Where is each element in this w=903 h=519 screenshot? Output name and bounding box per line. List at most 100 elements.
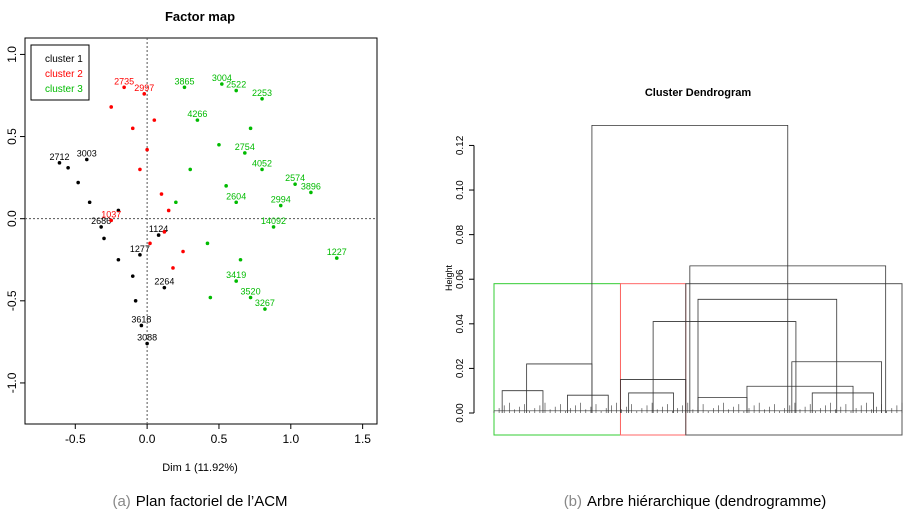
point-label: 3896 [301,181,321,191]
scatter-point-cluster-3 [248,295,253,300]
scatter-point-cluster-3 [208,295,213,300]
point-label: 2253 [252,88,272,98]
point-label: 2994 [271,195,291,205]
point-label: 2686 [91,216,111,226]
scatter-point-cluster-2 [138,167,142,172]
legend-box [30,44,90,101]
factor-map-frame [24,37,378,425]
scatter-point-cluster-1 [87,200,92,205]
y-tick-label: -1.0 [5,372,19,393]
factor-map-ticks: -0.5 0.0 0.5 1.0 1.5 -1.0 -0.5 0.0 0.5 1.0 [5,46,371,446]
caption-a-text: (a) Plan factoriel de l’ACM [112,493,287,510]
scatter-point-cluster-3 [195,118,200,122]
scatter-point-cluster-3 [248,126,253,131]
point-label: 3267 [255,298,275,308]
scatter-point-cluster-3 [309,190,313,195]
factor-map-points: 2712 3003 2686 1277 2264 3618 3088 1124 27352997… [49,73,347,346]
scatter-point-cluster-3 [234,200,238,205]
scatter-point-cluster-1 [57,161,62,165]
scatter-point-cluster-1 [66,165,70,170]
scatter-point-cluster-3 [220,82,224,86]
point-label: 2754 [235,142,255,152]
scatter-point-cluster-2 [148,241,152,246]
x-tick-label: 1.5 [354,432,371,446]
factor-map-title: Factor map [165,9,235,24]
scatter-point-cluster-1 [76,180,80,185]
point-label: 3004 [212,73,232,83]
caption-a-label: Plan factoriel de l’ACM [136,493,288,510]
point-label: 3088 [137,333,157,343]
scatter-point-cluster-1 [138,253,142,257]
scatter-point-cluster-2 [109,218,114,223]
scatter-point-cluster-2 [142,92,147,96]
point-label: 3520 [241,287,261,297]
scatter-point-cluster-1 [156,233,161,237]
scatter-point-cluster-3 [174,200,178,205]
dendrogram-branches [493,124,903,413]
scatter-point-cluster-1 [102,236,106,241]
point-label: 2735 [114,76,134,86]
point-label: 14092 [261,216,286,226]
dendrogram-y-axis: 0.00 0.02 0.04 0.06 0.08 0.10 0.12 [455,135,475,423]
factor-map-xlabel: Dim 1 (11.92%) [162,462,238,474]
scatter-point-cluster-1 [84,157,89,162]
y-tick-label: 0.0 [5,210,19,227]
scatter-point-cluster-1 [139,323,144,328]
scatter-point-cluster-3 [217,142,221,147]
cluster-box-3 [685,283,903,436]
scatter-point-cluster-1 [133,299,138,303]
scatter-point-cluster-3 [271,225,276,229]
dendrogram-ylabel: Height [444,264,454,291]
dendrogram-branch [628,392,674,413]
point-label: 2264 [154,277,174,287]
scatter-point-cluster-3 [260,96,264,101]
scatter-point-cluster-2 [181,249,185,254]
point-label: 3865 [174,76,194,86]
dendrogram-branch [567,394,609,413]
x-tick-label: 1.0 [282,432,299,446]
dendrogram-branch [652,321,797,413]
scatter-point-cluster-1 [116,208,121,213]
dendrogram-branch [811,392,874,413]
y-tick-label: 0.06 [455,269,466,289]
point-label: 3618 [131,314,151,324]
point-label: 2712 [49,152,69,162]
scatter-point-cluster-3 [188,167,193,172]
caption-a-prefix: (a) [112,493,130,510]
point-label: 1037 [101,209,121,219]
caption-b-prefix: (b) [564,493,582,510]
caption-b: (b) Arbre hiérarchique (dendrogramme) [564,493,827,510]
y-tick-label: 1.0 [5,46,19,63]
scatter-point-cluster-2 [130,126,135,131]
dendrogram-branch [591,124,789,413]
scatter-point-cluster-1 [145,341,149,346]
point-label: 2522 [226,80,246,90]
dendrogram-chart: Cluster Dendrogram Height 0.000.020.040.… [444,87,903,436]
legend-entry-cluster-3: cluster 3 [45,84,83,95]
scatter-point-cluster-3 [234,88,238,93]
legend-entry-cluster-1: cluster 1 [45,54,83,65]
dendrogram-branch [791,361,882,413]
scatter-point-cluster-3 [293,182,297,186]
dendrogram-title: Cluster Dendrogram [645,87,752,99]
point-label: 2997 [134,83,154,93]
point-label: 2604 [226,191,246,201]
point-label: 1277 [130,244,150,254]
point-label: 4052 [252,158,272,168]
scatter-point-cluster-2 [109,105,114,109]
dendrogram-branch [689,265,887,413]
scatter-point-cluster-2 [166,208,171,213]
scatter-point-cluster-1 [99,225,103,229]
dendrogram-branch [697,298,838,413]
caption-b-text: (b) Arbre hiérarchique (dendrogramme) [564,493,827,510]
scatter-point-cluster-3 [205,241,210,246]
point-label: 2574 [285,173,305,183]
caption-a: (a) Plan factoriel de l’ACM [112,493,287,510]
point-label: 4266 [187,109,207,119]
point-label: 3419 [226,270,246,280]
factor-map-reference-lines [25,38,377,424]
x-tick-label: 0.0 [139,432,156,446]
factor-map-chart: Factor map -0.5 0.0 0.5 1.0 1.5 -1.0 -0.5 0.0 0.… [5,9,378,474]
scatter-point-cluster-2 [145,147,149,152]
